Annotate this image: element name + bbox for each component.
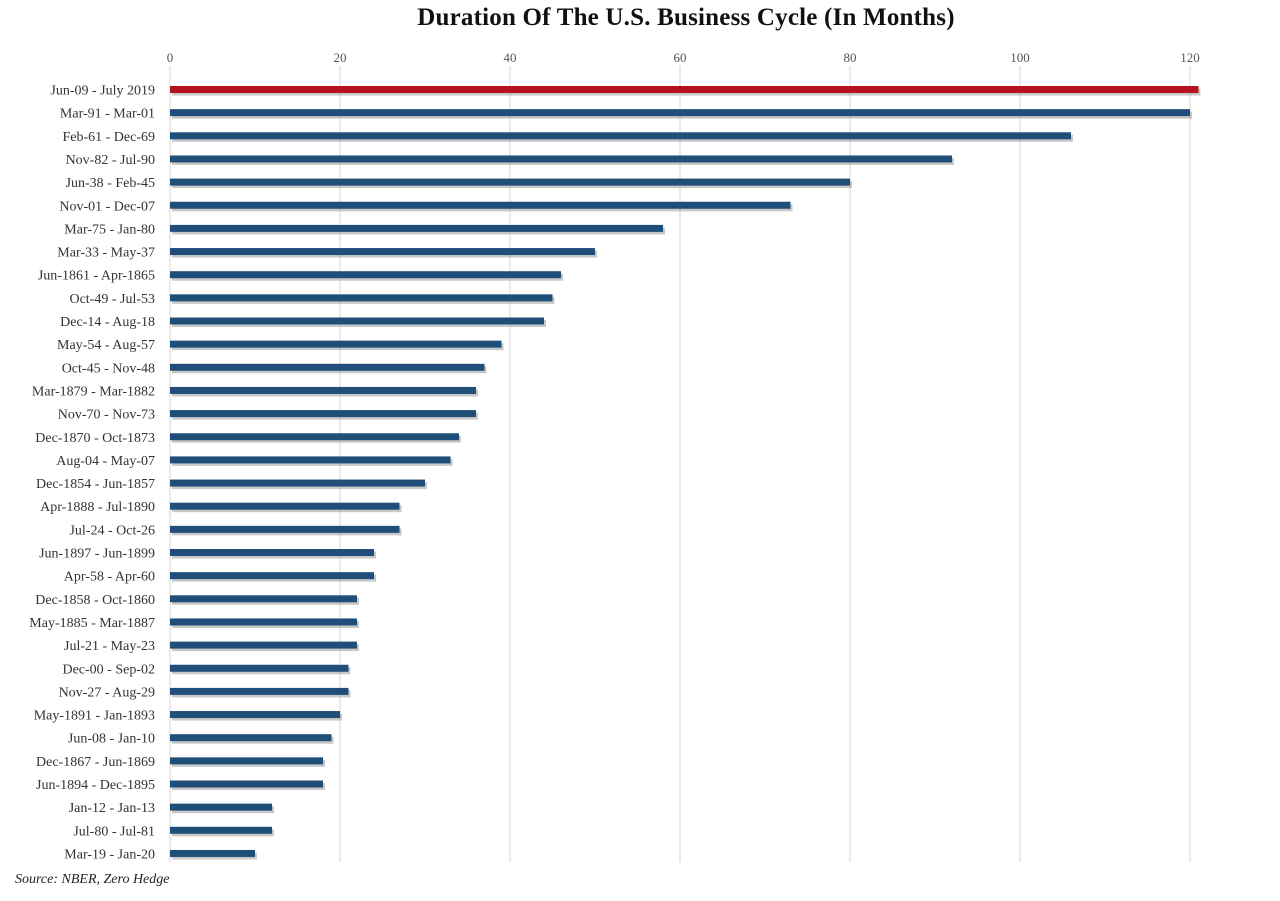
bar-33	[170, 826, 272, 834]
category-label: Feb-61 - Dec-69	[62, 130, 155, 145]
category-label: Dec-14 - Aug-18	[60, 315, 155, 330]
bar-16	[170, 433, 459, 441]
bar-28	[170, 711, 340, 719]
bar-30	[170, 757, 323, 765]
bars	[170, 86, 1199, 857]
bar-20	[170, 525, 400, 533]
category-label: Mar-91 - Mar-01	[60, 107, 155, 122]
bar-32	[170, 803, 272, 811]
x-tick-label-0: 0	[167, 50, 174, 65]
bar-15	[170, 410, 476, 418]
category-label: Mar-1879 - Mar-1882	[32, 384, 155, 399]
bar-2	[170, 109, 1190, 117]
category-label: Jun-09 - July 2019	[50, 84, 155, 99]
bar-31	[170, 780, 323, 788]
bar-23	[170, 595, 357, 603]
category-label: Dec-1870 - Oct-1873	[35, 431, 155, 446]
category-label: Dec-00 - Sep-02	[62, 662, 155, 677]
category-label: Mar-33 - May-37	[57, 246, 155, 261]
category-label: May-54 - Aug-57	[57, 338, 155, 353]
bar-5	[170, 178, 850, 186]
bar-9	[170, 271, 561, 279]
chart-title: Duration Of The U.S. Business Cycle (In …	[417, 4, 955, 31]
bar-26	[170, 664, 349, 672]
bar-19	[170, 502, 400, 510]
category-label: Nov-70 - Nov-73	[58, 408, 155, 423]
category-label: Mar-19 - Jan-20	[64, 847, 155, 862]
source-note: Source: NBER, Zero Hedge	[15, 872, 170, 887]
category-label: Jun-1894 - Dec-1895	[36, 778, 155, 793]
x-tick-label-20: 20	[334, 50, 347, 65]
category-label: Jun-38 - Feb-45	[66, 176, 155, 191]
x-tick-label-120: 120	[1180, 50, 1200, 65]
bar-13	[170, 363, 485, 371]
x-tick-label-40: 40	[504, 50, 517, 65]
bar-29	[170, 734, 332, 742]
category-label: Jun-1861 - Apr-1865	[38, 269, 155, 284]
bar-14	[170, 386, 476, 394]
bar-25	[170, 641, 357, 649]
category-label: May-1891 - Jan-1893	[34, 709, 155, 724]
bar-27	[170, 687, 349, 695]
bar-8	[170, 248, 595, 256]
bar-3	[170, 132, 1071, 140]
bar-4	[170, 155, 952, 163]
category-label: Jan-12 - Jan-13	[69, 801, 155, 816]
category-label: Jul-80 - Jul-81	[73, 824, 155, 839]
x-tick-label-100: 100	[1010, 50, 1030, 65]
x-tick-labels: 0 20 40 60 80 100 120	[167, 50, 1200, 65]
category-label: Nov-82 - Jul-90	[66, 153, 155, 168]
bar-17	[170, 456, 451, 464]
bar-11	[170, 317, 544, 325]
x-tick-label-60: 60	[674, 50, 687, 65]
bar-6	[170, 201, 791, 209]
bar-34	[170, 849, 255, 857]
category-label: Dec-1854 - Jun-1857	[36, 477, 155, 492]
category-label: Jul-21 - May-23	[64, 639, 155, 654]
bar-18	[170, 479, 425, 487]
category-label: Nov-27 - Aug-29	[59, 685, 155, 700]
category-label: Jun-08 - Jan-10	[68, 732, 155, 747]
category-label: Jul-24 - Oct-26	[69, 523, 155, 538]
x-tick-label-80: 80	[844, 50, 857, 65]
category-label: May-1885 - Mar-1887	[29, 616, 155, 631]
category-label: Mar-75 - Jan-80	[64, 222, 155, 237]
category-label: Dec-1867 - Jun-1869	[36, 755, 155, 770]
bar-10	[170, 294, 553, 302]
bar-12	[170, 340, 502, 348]
bar-7	[170, 224, 663, 232]
category-label: Apr-1888 - Jul-1890	[40, 500, 155, 515]
category-label: Aug-04 - May-07	[56, 454, 155, 469]
bar-1	[170, 86, 1199, 93]
category-label: Oct-49 - Jul-53	[69, 292, 155, 307]
category-label: Apr-58 - Apr-60	[64, 570, 155, 585]
bar-24	[170, 618, 357, 626]
category-label: Nov-01 - Dec-07	[59, 199, 155, 214]
bar-22	[170, 572, 374, 580]
category-label: Oct-45 - Nov-48	[62, 361, 155, 376]
bar-21	[170, 549, 374, 556]
category-label: Jun-1897 - Jun-1899	[39, 547, 155, 562]
category-label: Dec-1858 - Oct-1860	[35, 593, 155, 608]
category-labels: Jun-09 - July 2019 Mar-91 - Mar-01 Feb-61 …	[29, 84, 155, 863]
